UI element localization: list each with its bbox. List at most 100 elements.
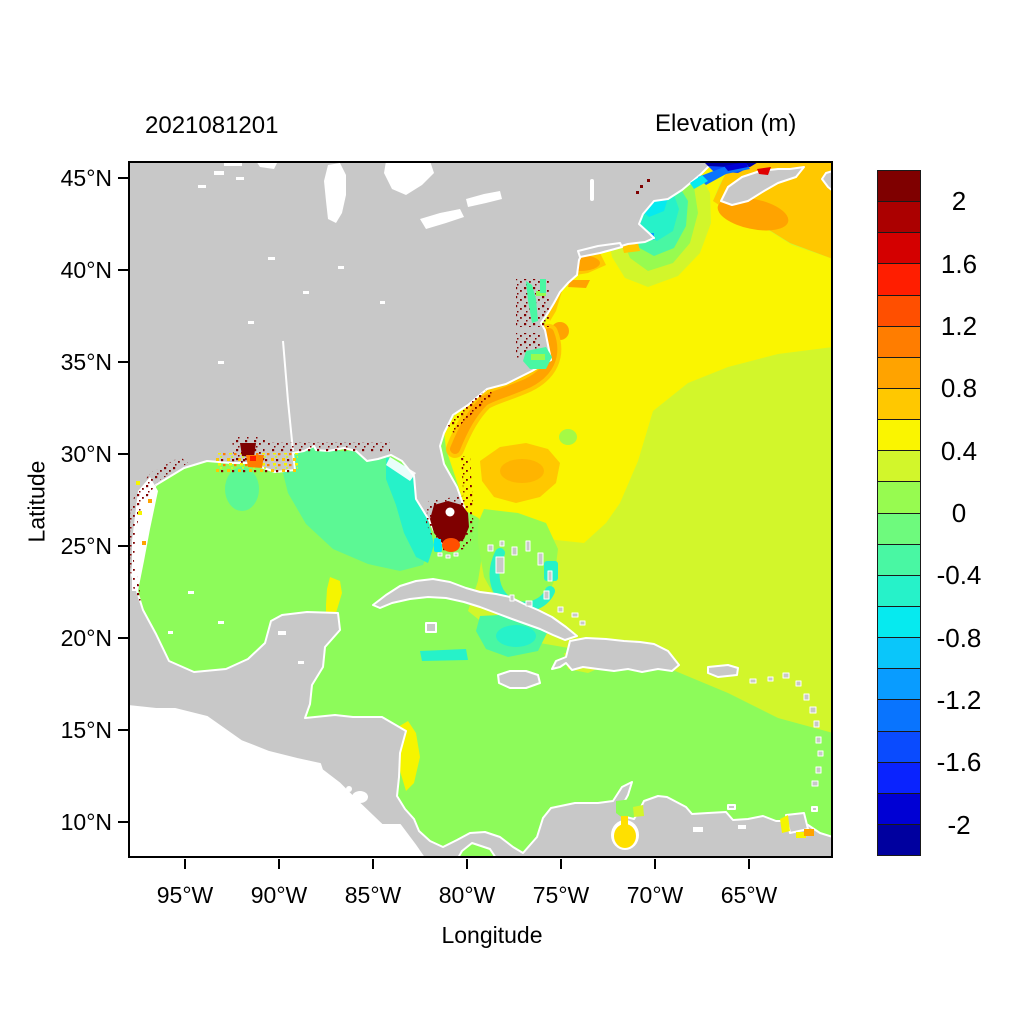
coastal-overlays xyxy=(128,161,814,850)
plot-frame xyxy=(128,161,833,858)
y-tick-label: 15°N xyxy=(60,717,112,743)
y-tick-mark xyxy=(118,729,128,731)
colorbar-cell xyxy=(877,605,921,639)
long-island xyxy=(577,242,623,258)
louisiana-marsh xyxy=(216,437,298,473)
colorbar-cell xyxy=(877,450,921,483)
lake-huron xyxy=(384,161,434,195)
chesapeake-bay xyxy=(516,279,550,327)
georgia-coast-speckles xyxy=(446,389,496,433)
colorbar-cell xyxy=(877,481,921,514)
colorbar-tick-label: -2 xyxy=(947,809,971,840)
colorbar-cell xyxy=(877,761,921,794)
everglades-marsh xyxy=(426,495,475,552)
lake-erie xyxy=(420,209,464,229)
texas-offshore-green-patch xyxy=(225,467,259,511)
map-panel xyxy=(128,161,833,858)
y-tick-mark xyxy=(118,361,128,363)
gulf-interior xyxy=(225,445,442,571)
elevation-map-canvas xyxy=(128,161,833,858)
colorbar-tick-label: 1.6 xyxy=(940,248,978,279)
x-tick-label: 70°W xyxy=(626,882,684,908)
y-tick-label: 30°N xyxy=(60,441,112,467)
colorbar-cell xyxy=(877,637,921,670)
pamlico-sound xyxy=(516,333,552,369)
bahamas-islands xyxy=(487,540,586,626)
colorbar-cell xyxy=(877,325,921,358)
y-tick-mark xyxy=(118,637,128,639)
plot-title-datetime: 2021081201 xyxy=(145,112,279,139)
x-tick-mark xyxy=(654,859,656,869)
y-tick-label: 35°N xyxy=(60,349,112,375)
y-tick-label: 10°N xyxy=(60,809,112,835)
y-tick-label: 25°N xyxy=(60,533,112,559)
x-tick-mark xyxy=(184,859,186,869)
margarita-island xyxy=(727,804,736,810)
x-tick-label: 90°W xyxy=(250,882,308,908)
bay-of-fundy xyxy=(690,161,771,189)
x-axis-title: Longitude xyxy=(441,922,543,948)
colorbar-cell xyxy=(877,201,921,234)
lake-maracaibo xyxy=(611,799,644,850)
pacific-outside-domain xyxy=(128,681,424,858)
colorbar-cell xyxy=(877,730,921,763)
lesser-antilles-islands xyxy=(749,672,824,787)
colorbar-cell xyxy=(877,512,921,545)
colorbar-cell xyxy=(877,170,921,203)
x-tick-label: 95°W xyxy=(156,882,214,908)
puerto-rico-island xyxy=(707,664,739,678)
x-tick-label: 75°W xyxy=(532,882,590,908)
x-tick-mark xyxy=(278,859,280,869)
colorbar-cell xyxy=(877,263,921,296)
minas-basin-red-spot xyxy=(757,167,771,175)
y-tick-mark xyxy=(118,453,128,455)
cuba-island xyxy=(372,578,578,641)
colorbar-cell xyxy=(877,387,921,421)
colorbar-cell xyxy=(877,699,921,732)
hispaniola-island xyxy=(551,637,680,673)
colorbar-tick-label: 0.4 xyxy=(940,435,978,466)
x-tick-label: 65°W xyxy=(720,882,778,908)
jamaica-island xyxy=(497,670,541,689)
colorbar-tick-label: -0.4 xyxy=(936,560,982,591)
mississippi-river xyxy=(282,340,294,452)
colorbar-tick-label: 0 xyxy=(951,498,967,528)
colorbar-cell xyxy=(877,668,921,701)
colorbar-tick-label: -1.2 xyxy=(936,685,982,716)
x-tick-mark xyxy=(372,859,374,869)
isla-juventud xyxy=(425,622,437,633)
y-tick-mark xyxy=(118,545,128,547)
colorbar-cell xyxy=(877,543,921,576)
y-tick-mark xyxy=(118,177,128,179)
trinidad-patches xyxy=(780,815,814,838)
lake-nicaragua xyxy=(352,791,368,803)
tobago-island xyxy=(811,806,818,812)
colorbar-cell xyxy=(877,419,921,452)
y-tick-mark xyxy=(118,821,128,823)
colorbar-cell xyxy=(877,574,921,607)
x-tick-mark xyxy=(560,859,562,869)
bahamas-area xyxy=(478,443,560,612)
colorbar-tick-label: 1.2 xyxy=(940,310,978,341)
west-florida-aqua-band xyxy=(386,457,434,563)
continent-landmass xyxy=(128,161,833,858)
colorbar-cell xyxy=(877,823,921,857)
colorbar-tick-label: -0.8 xyxy=(936,622,982,653)
lake-okeechobee xyxy=(445,507,455,517)
x-tick-mark xyxy=(466,859,468,869)
y-tick-mark xyxy=(118,269,128,271)
delaware-orange-band xyxy=(568,280,590,288)
x-tick-label: 85°W xyxy=(344,882,402,908)
lake-michigan xyxy=(324,163,346,223)
y-tick-label: 40°N xyxy=(60,257,112,283)
x-tick-label: 80°W xyxy=(438,882,496,908)
texas-coast-speckles xyxy=(128,457,188,601)
colorbar-cell xyxy=(877,356,921,389)
colorbar-cell xyxy=(877,294,921,327)
y-tick-label: 20°N xyxy=(60,625,112,651)
nova-scotia-island xyxy=(720,166,805,206)
nova-scotia-orange-blob xyxy=(717,197,789,231)
colorbar xyxy=(877,170,921,857)
gulf-coast-speckles xyxy=(268,442,390,452)
